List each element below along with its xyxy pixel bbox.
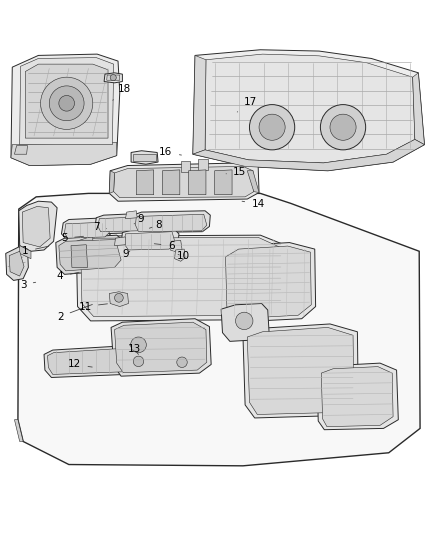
- Text: 6: 6: [154, 240, 174, 251]
- Polygon shape: [132, 211, 210, 232]
- Polygon shape: [247, 171, 259, 192]
- Text: 13: 13: [127, 344, 141, 354]
- Polygon shape: [198, 159, 208, 170]
- Circle shape: [321, 104, 366, 150]
- Polygon shape: [6, 247, 28, 280]
- Text: 1: 1: [22, 246, 49, 256]
- Polygon shape: [20, 246, 31, 259]
- Circle shape: [133, 356, 144, 367]
- Polygon shape: [125, 211, 137, 219]
- Circle shape: [41, 77, 93, 130]
- Polygon shape: [243, 324, 358, 418]
- Polygon shape: [175, 249, 185, 261]
- Text: 14: 14: [242, 199, 265, 209]
- Polygon shape: [193, 140, 424, 171]
- Polygon shape: [114, 166, 254, 198]
- Polygon shape: [59, 239, 121, 271]
- Polygon shape: [14, 146, 28, 154]
- Polygon shape: [19, 201, 57, 251]
- Polygon shape: [110, 292, 128, 306]
- Polygon shape: [247, 327, 354, 415]
- Polygon shape: [321, 367, 393, 426]
- Text: 7: 7: [93, 222, 106, 232]
- Polygon shape: [56, 235, 125, 274]
- Text: 12: 12: [68, 359, 92, 369]
- Polygon shape: [135, 214, 207, 232]
- Polygon shape: [193, 55, 206, 154]
- Polygon shape: [14, 419, 23, 441]
- Circle shape: [59, 95, 74, 111]
- Polygon shape: [22, 206, 50, 247]
- Circle shape: [131, 337, 146, 353]
- Circle shape: [250, 104, 295, 150]
- Polygon shape: [188, 170, 206, 195]
- Polygon shape: [9, 251, 24, 276]
- Text: 16: 16: [159, 148, 181, 157]
- Polygon shape: [131, 151, 158, 164]
- Circle shape: [236, 312, 253, 329]
- Polygon shape: [61, 218, 113, 239]
- Text: 8: 8: [149, 220, 161, 230]
- Polygon shape: [20, 58, 114, 144]
- Text: 5: 5: [61, 233, 84, 243]
- Polygon shape: [76, 235, 288, 321]
- Circle shape: [259, 114, 285, 140]
- Polygon shape: [11, 142, 117, 166]
- Polygon shape: [162, 170, 180, 195]
- Polygon shape: [104, 73, 122, 83]
- Polygon shape: [136, 170, 154, 195]
- Polygon shape: [110, 171, 115, 193]
- Polygon shape: [413, 73, 424, 144]
- Circle shape: [115, 294, 123, 302]
- Polygon shape: [110, 163, 259, 201]
- Text: 4: 4: [57, 271, 79, 281]
- Text: 3: 3: [20, 280, 35, 290]
- Polygon shape: [193, 50, 424, 171]
- Polygon shape: [44, 346, 134, 377]
- Polygon shape: [226, 246, 311, 319]
- Circle shape: [330, 114, 356, 140]
- Text: 17: 17: [237, 97, 257, 112]
- Polygon shape: [11, 54, 120, 166]
- Polygon shape: [76, 236, 93, 246]
- Polygon shape: [181, 161, 190, 172]
- Polygon shape: [25, 64, 108, 138]
- Polygon shape: [64, 222, 110, 238]
- Polygon shape: [221, 303, 269, 341]
- Polygon shape: [95, 213, 147, 234]
- Polygon shape: [121, 228, 179, 253]
- Polygon shape: [317, 363, 398, 430]
- Text: 11: 11: [78, 302, 107, 312]
- Text: 15: 15: [226, 167, 247, 176]
- Polygon shape: [111, 319, 211, 376]
- Polygon shape: [215, 170, 232, 195]
- Circle shape: [110, 75, 116, 80]
- Polygon shape: [205, 54, 415, 163]
- Polygon shape: [115, 237, 125, 246]
- Polygon shape: [107, 75, 120, 80]
- Text: 18: 18: [113, 84, 131, 100]
- Polygon shape: [124, 232, 176, 250]
- Text: 9: 9: [122, 249, 130, 260]
- Polygon shape: [221, 243, 316, 322]
- Polygon shape: [115, 322, 207, 373]
- Polygon shape: [98, 217, 144, 232]
- Polygon shape: [133, 154, 156, 161]
- Circle shape: [177, 357, 187, 367]
- Polygon shape: [18, 193, 420, 466]
- Polygon shape: [170, 240, 182, 253]
- Text: 2: 2: [57, 304, 92, 321]
- Text: 9: 9: [134, 214, 144, 224]
- Text: 10: 10: [177, 252, 190, 262]
- Polygon shape: [81, 237, 283, 317]
- Polygon shape: [47, 349, 130, 375]
- Polygon shape: [71, 245, 88, 268]
- Circle shape: [49, 86, 84, 120]
